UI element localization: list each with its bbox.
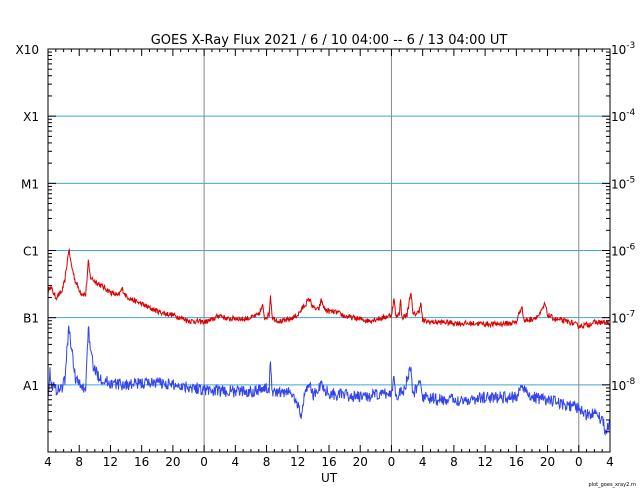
y-right-label-exponent: -5 <box>626 175 635 185</box>
series-group <box>47 247 611 437</box>
x-tick-label-17: 0 <box>575 455 583 469</box>
y-right-label-3: 10-6 <box>611 243 636 259</box>
y-right-label-exponent: -7 <box>626 310 635 320</box>
y-right-label-exponent: -6 <box>626 243 635 253</box>
x-tick-label-1: 8 <box>75 455 83 469</box>
plot-credit: plot_goes_xray2.rn <box>589 482 636 488</box>
x-tick-label-12: 4 <box>419 455 427 469</box>
y-left-label-3: C1 <box>23 245 39 259</box>
tick-marks <box>47 49 611 453</box>
x-tick-label-11: 0 <box>388 455 396 469</box>
series-line-1 <box>47 325 611 437</box>
chart-title: GOES X-Ray Flux 2021 / 6 / 10 04:00 -- 6… <box>151 33 508 48</box>
y-right-label-2: 10-5 <box>611 175 635 191</box>
y-right-label-base: 10 <box>611 312 626 326</box>
x-tick-label-5: 0 <box>200 455 208 469</box>
y-right-label-base: 10 <box>611 110 626 124</box>
y-right-label-5: 10-8 <box>611 377 636 393</box>
y-right-label-exponent: -4 <box>626 108 635 118</box>
x-tick-label-4: 20 <box>165 455 180 469</box>
x-tick-label-6: 4 <box>232 455 240 469</box>
x-tick-labels: 4 8 12 16 20 0 4 8 12 16 20 0 4 8 12 16 20 0 4 <box>44 455 614 469</box>
y-right-label-1: 10-4 <box>611 108 636 124</box>
x-tick-label-9: 16 <box>321 455 336 469</box>
x-tick-label-15: 16 <box>509 455 524 469</box>
y-right-label-base: 10 <box>611 177 626 191</box>
x-tick-label-13: 8 <box>450 455 458 469</box>
y-left-labels: X10 X1 M1 C1 B1 A1 <box>16 43 40 393</box>
x-tick-label-3: 16 <box>134 455 149 469</box>
y-right-label-0: 10-3 <box>611 41 635 57</box>
series-line-0 <box>47 247 611 330</box>
y-left-label-0: X10 <box>16 43 40 57</box>
x-tick-label-16: 20 <box>540 455 555 469</box>
y-left-label-5: A1 <box>23 379 39 393</box>
y-left-label-2: M1 <box>21 177 39 191</box>
x-axis-label: UT <box>321 471 338 485</box>
x-tick-label-10: 20 <box>353 455 368 469</box>
y-left-label-4: B1 <box>23 312 39 326</box>
y-right-labels: 10-310-410-510-610-710-8 <box>611 41 636 393</box>
y-right-label-base: 10 <box>611 245 626 259</box>
x-tick-label-2: 12 <box>103 455 118 469</box>
y-right-label-exponent: -3 <box>626 41 635 51</box>
x-tick-label-14: 12 <box>477 455 492 469</box>
y-right-label-base: 10 <box>611 379 626 393</box>
x-tick-label-0: 4 <box>44 455 52 469</box>
x-tick-label-18: 4 <box>606 455 614 469</box>
x-tick-label-7: 8 <box>263 455 271 469</box>
y-left-label-1: X1 <box>23 110 39 124</box>
y-right-label-4: 10-7 <box>611 310 635 326</box>
x-tick-label-8: 12 <box>290 455 305 469</box>
y-right-label-exponent: -8 <box>626 377 635 387</box>
y-right-label-base: 10 <box>611 43 626 57</box>
